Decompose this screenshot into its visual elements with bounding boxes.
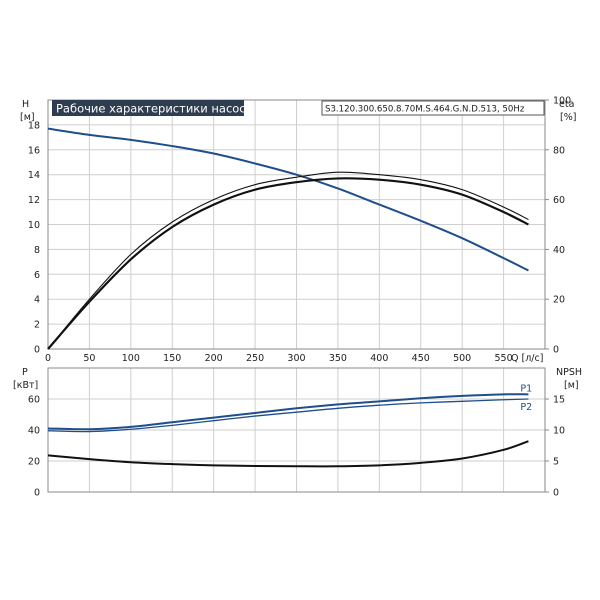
x-tick-label: 0 xyxy=(45,353,51,364)
p-tick-label: 0 xyxy=(34,488,40,499)
top-grid xyxy=(47,100,545,350)
top-tick-labels: 0 50 100 150 200 250 300 350 400 450 500 5500246810… xyxy=(28,96,571,365)
y-left-tick-label: 0 xyxy=(34,345,40,356)
top-series xyxy=(47,127,529,350)
x-tick-label: 250 xyxy=(246,353,264,364)
y-left-tick-label: 10 xyxy=(28,220,40,231)
y-left-tick-label: 14 xyxy=(28,170,40,181)
y-left-tick-label: 18 xyxy=(28,120,40,131)
x-tick-label: 150 xyxy=(163,353,181,364)
npsh-curve xyxy=(47,440,529,468)
x-tick-label: 400 xyxy=(370,353,388,364)
x-tick-label: 500 xyxy=(453,353,471,364)
power-curve-p2 xyxy=(47,398,529,433)
y-left-axis-unit: [м] xyxy=(20,112,35,123)
x-tick-label: 350 xyxy=(329,353,347,364)
bottom-series: P1 P2 xyxy=(47,383,532,468)
chart-title: Рабочие характеристики насоса xyxy=(56,102,253,116)
y-left-tick-label: 12 xyxy=(28,195,40,206)
x-tick-label: 100 xyxy=(122,353,140,364)
p-tick-label: 40 xyxy=(28,426,40,437)
head-curve xyxy=(47,127,529,272)
npsh-tick-label: 0 xyxy=(553,488,559,499)
y-right-tick-label: 100 xyxy=(553,96,571,107)
bottom-tick-labels: 0 20 40 60 0 5 10 15 xyxy=(28,395,565,499)
npsh-tick-label: 15 xyxy=(553,395,565,406)
x-tick-label: 200 xyxy=(205,353,223,364)
x-axis-label: Q [л/с] xyxy=(511,353,543,364)
npsh-tick-label: 5 xyxy=(553,457,559,468)
efficiency-curve-1 xyxy=(47,171,529,350)
x-tick-label: 450 xyxy=(412,353,430,364)
y-right-tick-label: 0 xyxy=(553,345,559,356)
y-right-axis-name: eta xyxy=(559,99,574,110)
head-efficiency-panel: Рабочие характеристики насоса S3.120.300… xyxy=(20,96,576,365)
title-box xyxy=(52,100,244,116)
p-axis-unit: [кВт] xyxy=(13,380,38,391)
y-left-tick-label: 2 xyxy=(34,320,40,331)
series-label-p1: P1 xyxy=(520,383,532,394)
y-right-tick-label: 60 xyxy=(553,195,565,206)
x-tick-label: 50 xyxy=(83,353,95,364)
y-left-tick-label: 6 xyxy=(34,270,40,281)
y-right-axis-unit: [%] xyxy=(560,112,576,123)
y-left-tick-label: 16 xyxy=(28,145,40,156)
y-right-tick-label: 80 xyxy=(553,145,565,156)
series-label-p2: P2 xyxy=(520,402,532,413)
model-box xyxy=(321,100,545,116)
p-tick-label: 60 xyxy=(28,395,40,406)
efficiency-curve-2 xyxy=(47,177,529,350)
p-axis-name: P xyxy=(22,367,28,378)
p-tick-label: 20 xyxy=(28,457,40,468)
model-label: S3.120.300.650.8.70M.S.464.G.N.D.513, 50… xyxy=(325,105,525,115)
y-right-tick-label: 40 xyxy=(553,245,565,256)
npsh-axis-name: NPSH xyxy=(556,367,582,378)
y-right-tick-label: 20 xyxy=(553,295,565,306)
x-tick-label: 300 xyxy=(287,353,305,364)
power-npsh-panel: P [кВт] NPSH [м] 0 20 40 60 0 5 10 15 P1 P2 xyxy=(13,367,582,499)
x-tick-label: 550 xyxy=(495,353,513,364)
power-curve-p1 xyxy=(47,393,529,431)
y-left-tick-label: 8 xyxy=(34,245,40,256)
npsh-tick-label: 10 xyxy=(553,426,565,437)
npsh-axis-unit: [м] xyxy=(564,380,579,391)
top-plot-frame xyxy=(47,99,546,350)
y-left-axis-name: H xyxy=(22,99,29,110)
y-left-tick-label: 4 xyxy=(34,295,40,306)
